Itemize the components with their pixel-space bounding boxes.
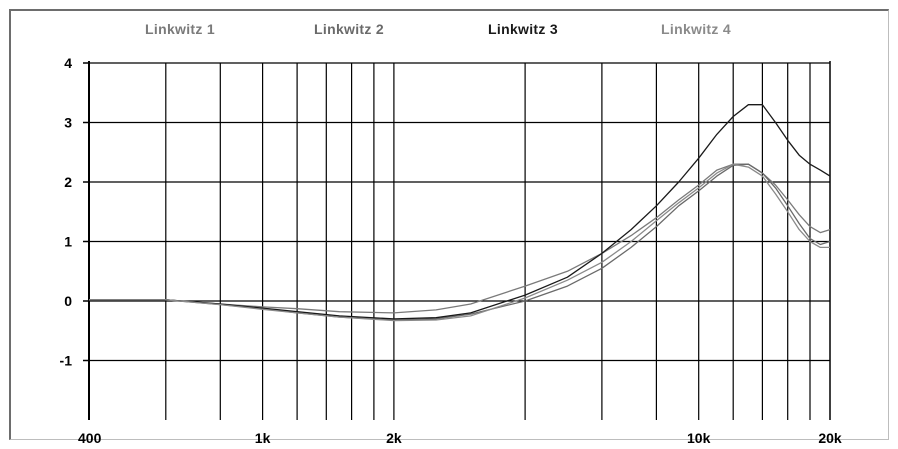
y-tick-label-0: 4	[64, 55, 72, 71]
x-tick-label-2: 2k	[386, 430, 402, 446]
y-axis-ticks: 4 3 2 1 0 -1	[60, 55, 89, 369]
y-tick-label-3: 1	[64, 234, 72, 250]
chart-frame	[9, 9, 889, 440]
x-tick-label-4: 20k	[818, 430, 842, 446]
chart-series	[89, 104, 831, 322]
series-line-4	[89, 163, 830, 322]
y-tick-label-4: 0	[64, 293, 72, 309]
y-tick-label-1: 3	[64, 115, 72, 131]
y-tick-label-5: -1	[60, 353, 73, 369]
chart-legend: Linkwitz 1 Linkwitz 2 Linkwitz 3 Linkwitz 4	[145, 21, 731, 37]
chart-axes	[88, 61, 831, 420]
x-tick-label-1: 1k	[255, 430, 271, 446]
x-axis-ticks: 400 1k 2k 10k 20k	[78, 430, 842, 446]
series-line-3	[89, 104, 831, 320]
series-line-2	[89, 163, 831, 321]
legend-item-4: Linkwitz 4	[661, 21, 731, 37]
series-line-1	[89, 163, 831, 314]
x-tick-label-3: 10k	[687, 430, 711, 446]
legend-item-3: Linkwitz 3	[488, 21, 558, 37]
chart-grid	[89, 62, 830, 420]
x-tick-label-0: 400	[78, 430, 102, 446]
legend-item-1: Linkwitz 1	[145, 21, 215, 37]
y-tick-label-2: 2	[64, 174, 72, 190]
legend-item-2: Linkwitz 2	[314, 21, 384, 37]
